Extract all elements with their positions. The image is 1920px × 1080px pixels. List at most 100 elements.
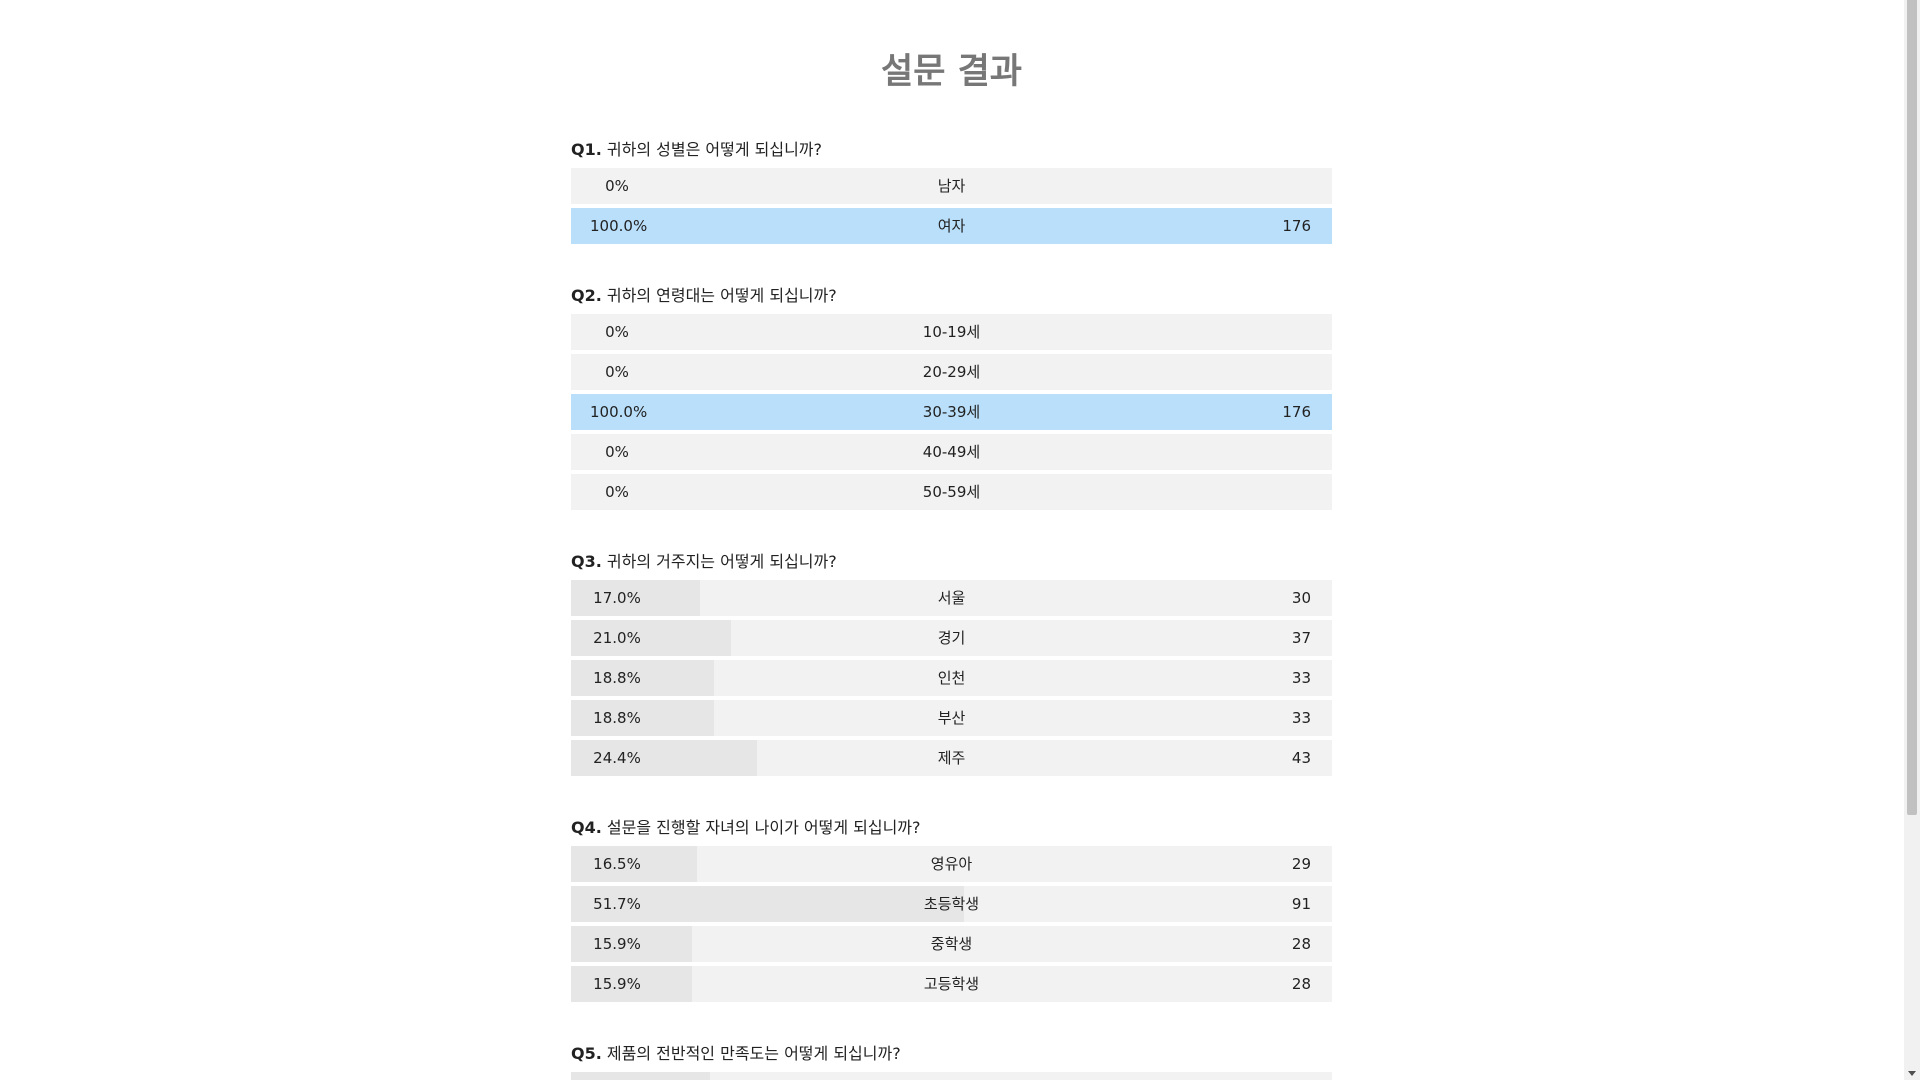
option-label: 10-19세 xyxy=(922,323,981,341)
scroll-down-arrow-icon[interactable] xyxy=(1908,1071,1916,1076)
question-number: Q1. xyxy=(571,140,602,159)
option-count: 33 xyxy=(1291,669,1311,687)
option-result-row: 부산 18.8% 33 xyxy=(571,700,1332,736)
percentage-bar xyxy=(571,740,757,776)
page-title: 설문 결과 xyxy=(881,52,1022,92)
percentage-bar xyxy=(571,926,692,962)
question-block: Q3. 귀하의 거주지는 어떻게 되십니까? 서울 17.0% 30 경기 21.0% 37… xyxy=(571,549,1332,776)
option-label: 제주 xyxy=(937,749,966,767)
percentage-bar xyxy=(571,394,1332,430)
question-block: Q2. 귀하의 연령대는 어떻게 되십니까? 10-19세 0% 20-29세 0% 30… xyxy=(571,283,1332,510)
percentage-bar xyxy=(571,886,965,922)
option-percentage: 51.7% xyxy=(593,895,641,913)
option-result-row: 여자 100.0% 176 xyxy=(571,208,1332,244)
option-count: 176 xyxy=(1282,217,1311,235)
percentage-bar xyxy=(571,700,715,736)
option-percentage: 0% xyxy=(605,363,629,381)
question-number: Q5. xyxy=(571,1044,602,1063)
option-count: 43 xyxy=(1291,749,1311,767)
question-label: Q1. 귀하의 성별은 어떻게 되십니까? xyxy=(571,137,1332,163)
option-result-row: 30-39세 100.0% 176 xyxy=(571,394,1332,430)
question-text: 귀하의 거주지는 어떻게 되십니까? xyxy=(606,552,837,571)
percentage-bar xyxy=(571,660,715,696)
option-percentage: 15.9% xyxy=(593,975,641,993)
option-percentage: 100.0% xyxy=(590,403,648,421)
option-percentage: 17.0% xyxy=(593,589,641,607)
percentage-bar xyxy=(571,208,1332,244)
option-result-row: 남자 0% xyxy=(571,168,1332,204)
percentage-bar xyxy=(571,966,692,1002)
question-block: Q5. 제품의 전반적인 만족도는 어떻게 되십니까? 전혀 만족하지 않는다18… xyxy=(571,1041,1332,1080)
option-label: 서울 xyxy=(937,589,966,607)
option-percentage: 0% xyxy=(605,177,629,195)
question-label: Q3. 귀하의 거주지는 어떻게 되십니까? xyxy=(571,549,1332,575)
option-result-row: 인천 18.8% 33 xyxy=(571,660,1332,696)
option-result-row: 20-29세 0% xyxy=(571,354,1332,390)
option-percentage: 0% xyxy=(605,483,629,501)
option-percentage: 0% xyxy=(605,443,629,461)
question-list: Q1. 귀하의 성별은 어떻게 되십니까? 남자 0% 여자 100.0% 176 Q2. … xyxy=(571,137,1332,1080)
question-block: Q1. 귀하의 성별은 어떻게 되십니까? 남자 0% 여자 100.0% 176 xyxy=(571,137,1332,244)
question-text: 귀하의 성별은 어떻게 되십니까? xyxy=(606,140,823,159)
option-count: 91 xyxy=(1291,895,1311,913)
option-percentage: 16.5% xyxy=(593,855,641,873)
option-label: 남자 xyxy=(937,177,966,195)
question-label: Q4. 설문을 진행할 자녀의 나이가 어떻게 되십니까? xyxy=(571,815,1332,841)
option-percentage: 24.4% xyxy=(593,749,641,767)
option-count: 33 xyxy=(1291,709,1311,727)
option-percentage: 100.0% xyxy=(590,217,648,235)
option-result-row: 제주 24.4% 43 xyxy=(571,740,1332,776)
option-label: 50-59세 xyxy=(922,483,981,501)
question-number: Q4. xyxy=(571,818,602,837)
option-label: 영유아 xyxy=(930,855,973,873)
option-label: 30-39세 xyxy=(922,403,981,421)
option-percentage: 21.0% xyxy=(593,629,641,647)
percentage-bar xyxy=(571,620,731,656)
option-count: 176 xyxy=(1282,403,1311,421)
option-result-row: 영유아 16.5% 29 xyxy=(571,846,1332,882)
option-result-row: 40-49세 0% xyxy=(571,434,1332,470)
question-number: Q3. xyxy=(571,552,602,571)
option-label: 초등학생 xyxy=(923,895,980,913)
vertical-scrollbar[interactable] xyxy=(1904,0,1920,1080)
option-count: 30 xyxy=(1291,589,1311,607)
option-result-row: 전혀 만족하지 않는다18.2% 32 xyxy=(571,1072,1332,1080)
option-percentage: 18.2% xyxy=(590,1072,644,1080)
option-count: 29 xyxy=(1291,855,1311,873)
question-text: 제품의 전반적인 만족도는 어떻게 되십니까? xyxy=(606,1044,901,1063)
option-count: 28 xyxy=(1291,935,1311,953)
option-result-row: 고등학생 15.9% 28 xyxy=(571,966,1332,1002)
option-percentage: 0% xyxy=(605,323,629,341)
option-label: 고등학생 xyxy=(923,975,980,993)
question-label: Q5. 제품의 전반적인 만족도는 어떻게 되십니까? xyxy=(571,1041,1332,1067)
option-label: 경기 xyxy=(937,629,966,647)
percentage-bar xyxy=(571,580,701,616)
option-result-row: 50-59세 0% xyxy=(571,474,1332,510)
option-percentage: 18.8% xyxy=(593,669,641,687)
option-result-row: 경기 21.0% 37 xyxy=(571,620,1332,656)
option-percentage: 15.9% xyxy=(593,935,641,953)
percentage-bar xyxy=(571,1072,710,1080)
option-result-row: 서울 17.0% 30 xyxy=(571,580,1332,616)
percentage-bar xyxy=(571,846,697,882)
option-label: 부산 xyxy=(937,709,966,727)
option-label: 40-49세 xyxy=(922,443,981,461)
option-percentage: 18.8% xyxy=(593,709,641,727)
option-result-row: 중학생 15.9% 28 xyxy=(571,926,1332,962)
option-label: 인천 xyxy=(937,669,966,687)
option-count: 28 xyxy=(1291,975,1311,993)
option-label: 중학생 xyxy=(930,935,973,953)
option-result-row: 10-19세 0% xyxy=(571,314,1332,350)
option-label: 전혀 만족하지 않는다 xyxy=(571,1072,1332,1080)
question-label: Q2. 귀하의 연령대는 어떻게 되십니까? xyxy=(571,283,1332,309)
option-count: 37 xyxy=(1291,629,1311,647)
scrollbar-thumb[interactable] xyxy=(1907,0,1917,815)
question-block: Q4. 설문을 진행할 자녀의 나이가 어떻게 되십니까? 영유아 16.5% 29 초… xyxy=(571,815,1332,1002)
question-text: 귀하의 연령대는 어떻게 되십니까? xyxy=(606,286,837,305)
question-number: Q2. xyxy=(571,286,602,305)
option-count: 32 xyxy=(1292,1072,1311,1080)
option-label: 20-29세 xyxy=(922,363,981,381)
option-label: 여자 xyxy=(937,217,966,235)
option-result-row: 초등학생 51.7% 91 xyxy=(571,886,1332,922)
